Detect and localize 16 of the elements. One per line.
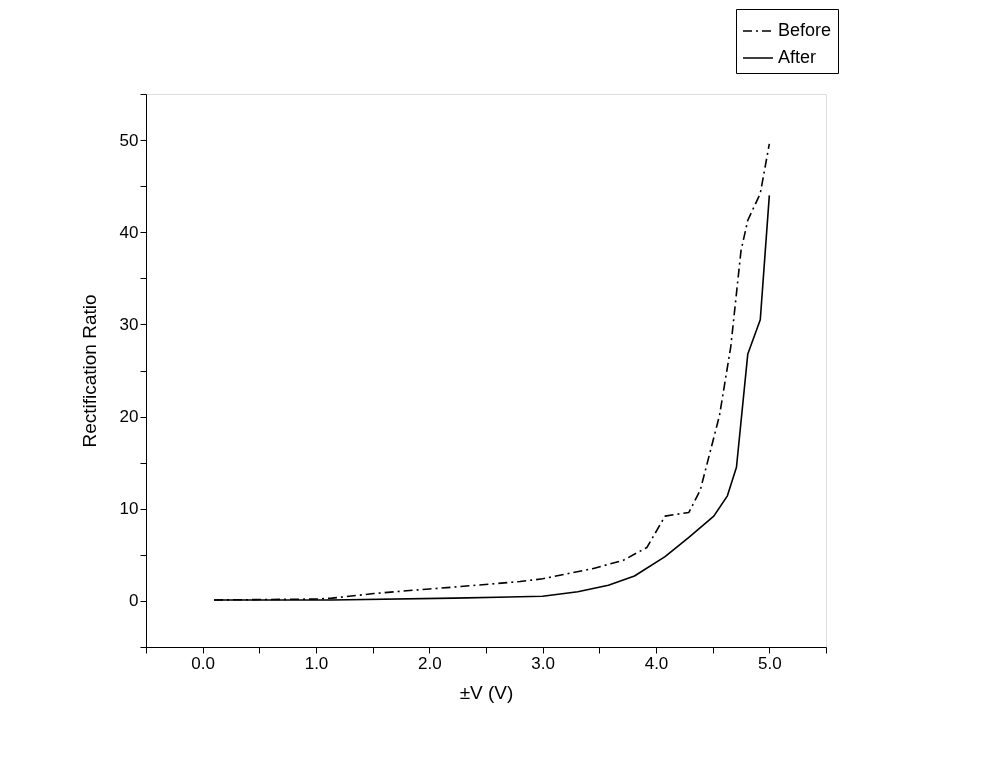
y-tick-label: 0 bbox=[129, 591, 139, 611]
y-tick-label: 20 bbox=[119, 407, 139, 427]
y-tick-label: 10 bbox=[119, 499, 139, 519]
y-tick-label: 50 bbox=[119, 130, 139, 150]
x-tick-label: 5.0 bbox=[758, 653, 782, 673]
x-tick-label: 2.0 bbox=[418, 653, 442, 673]
y-tick-label: 40 bbox=[119, 222, 139, 242]
x-tick-label: 4.0 bbox=[644, 653, 669, 673]
legend-label: Before bbox=[778, 20, 832, 40]
y-axis-title: Rectification Ratio bbox=[78, 294, 100, 448]
x-axis-title: ±V (V) bbox=[459, 681, 514, 703]
x-tick-label: 0.0 bbox=[191, 653, 215, 673]
y-tick-label: 30 bbox=[119, 314, 139, 334]
x-tick-label: 3.0 bbox=[531, 653, 555, 673]
legend-label: After bbox=[778, 47, 817, 67]
x-tick-label: 1.0 bbox=[304, 653, 329, 673]
